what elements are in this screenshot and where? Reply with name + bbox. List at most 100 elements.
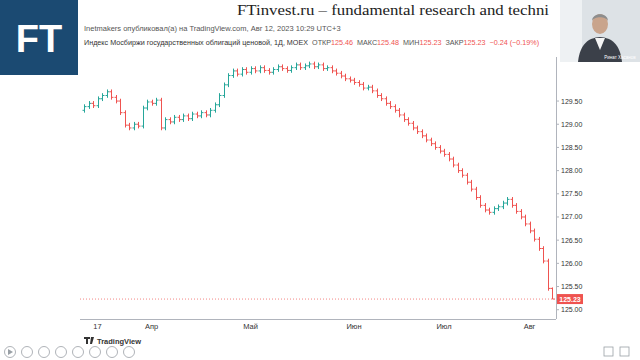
bar-open <box>92 103 94 104</box>
bar-range <box>134 122 135 130</box>
bar-open <box>295 67 297 68</box>
bar-close <box>540 248 542 249</box>
bar-range <box>444 149 445 157</box>
x-tick-label: Июн <box>346 322 361 331</box>
bar-close <box>468 182 470 183</box>
x-tick-label: 17 <box>93 322 101 331</box>
bar-open <box>263 67 265 68</box>
bar-open <box>520 211 522 212</box>
bar-close <box>184 115 186 116</box>
y-tick-label: 128.00 <box>561 167 583 174</box>
bar-range <box>503 201 504 209</box>
play-icon <box>8 349 13 355</box>
bar-open <box>97 105 99 106</box>
bar-close <box>360 84 362 85</box>
y-tick <box>556 124 559 125</box>
control-button[interactable] <box>124 347 135 358</box>
bar-range <box>174 115 175 124</box>
bar-range <box>300 63 301 70</box>
bar-close <box>391 106 393 107</box>
bar-range <box>188 114 189 121</box>
bar-open <box>200 115 202 116</box>
bar-open <box>470 182 472 183</box>
bar-close <box>463 175 465 176</box>
bar-close <box>126 125 128 126</box>
y-tick-label: 125.50 <box>561 283 583 290</box>
attribution: Inetmakers опубликовал(а) на TradingView… <box>84 24 341 33</box>
bar-open <box>407 119 409 120</box>
bar-range <box>458 163 459 173</box>
bar-range <box>363 82 364 90</box>
bar-range <box>251 66 252 74</box>
bar-close <box>495 208 497 209</box>
control-button[interactable] <box>5 347 16 358</box>
bar-close <box>382 98 384 99</box>
bar-range <box>147 100 148 111</box>
bar-range <box>417 126 418 134</box>
bar-range <box>98 96 99 108</box>
bar-close <box>265 70 267 71</box>
bar-range <box>341 71 342 78</box>
settings-button[interactable] <box>620 347 629 356</box>
speaker-name: Ринат Хасанов <box>604 55 636 60</box>
bar-open <box>380 95 382 96</box>
bar-range <box>260 65 261 73</box>
bar-close <box>409 123 411 124</box>
bar-open <box>227 84 229 85</box>
bar-open <box>385 98 387 99</box>
bar-open <box>124 112 126 113</box>
bar-close <box>252 68 254 69</box>
bar-open <box>394 106 396 107</box>
control-button[interactable] <box>107 347 118 358</box>
y-tick <box>556 216 559 217</box>
control-button[interactable] <box>73 347 84 358</box>
control-button[interactable] <box>56 347 67 358</box>
bar-range <box>309 62 310 68</box>
bar-close <box>387 103 389 104</box>
webcam-wall <box>560 0 582 62</box>
bar-open <box>232 75 234 76</box>
bar-range <box>395 104 396 112</box>
control-button[interactable] <box>22 347 33 358</box>
bar-close <box>418 131 420 132</box>
bar-open <box>488 210 490 211</box>
bar-range <box>318 63 319 69</box>
bar-close <box>522 216 524 217</box>
bar-open <box>430 140 432 141</box>
bar-open <box>214 110 216 111</box>
bar-range <box>107 89 108 97</box>
bar-open <box>236 70 238 71</box>
bar-close <box>432 143 434 144</box>
bar-close <box>423 135 425 136</box>
price-axis <box>556 57 557 319</box>
bar-range <box>201 110 202 118</box>
bar-open <box>403 114 405 115</box>
bar-open <box>376 90 378 91</box>
control-button[interactable] <box>39 347 50 358</box>
bar-close <box>90 103 92 104</box>
bar-open <box>439 147 441 148</box>
bar-close <box>292 67 294 68</box>
bar-open <box>326 68 328 69</box>
bar-close <box>342 76 344 77</box>
bar-close <box>202 112 204 113</box>
y-tick <box>556 147 559 148</box>
bar-range <box>314 62 315 69</box>
bar-range <box>422 129 423 138</box>
bar-close <box>207 114 209 115</box>
bar-open <box>218 104 220 105</box>
control-button[interactable] <box>90 347 101 358</box>
bar-open <box>344 76 346 77</box>
bar-open <box>412 123 414 124</box>
bar-open <box>502 206 504 207</box>
bar-close <box>513 205 515 206</box>
bar-open <box>223 95 225 96</box>
bar-close <box>324 68 326 69</box>
bar-close <box>364 88 366 89</box>
fullscreen-button[interactable] <box>604 347 613 356</box>
bar-range <box>336 69 337 76</box>
bar-range <box>435 141 436 149</box>
header-title: FTinvest.ru – fundamental research and t… <box>237 2 549 18</box>
bar-close <box>504 203 506 204</box>
y-tick <box>556 286 559 287</box>
